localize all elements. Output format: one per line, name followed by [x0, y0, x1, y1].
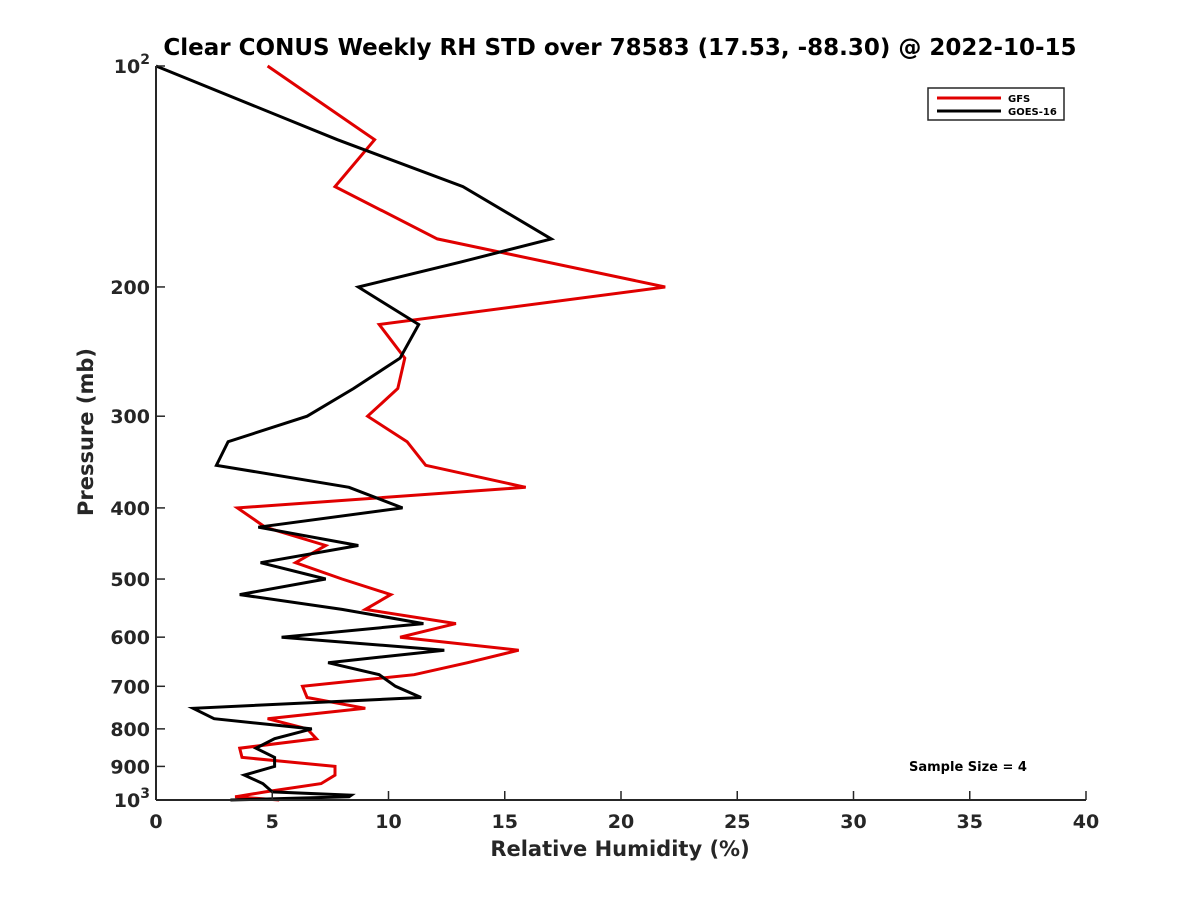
legend-box: [927, 87, 1065, 121]
y-tick-label-base: 10: [114, 56, 140, 78]
y-tick-label: 300: [110, 406, 150, 428]
y-axis-label: Pressure (mb): [74, 348, 98, 516]
x-tick-label: 40: [1073, 811, 1099, 833]
x-tick-label: 25: [724, 811, 750, 833]
x-tick-label: 10: [375, 811, 401, 833]
y-tick-label: 102: [114, 52, 150, 78]
x-tick-label: 35: [957, 811, 983, 833]
y-tick-label: 900: [110, 756, 150, 778]
series-line-gfs: [233, 64, 666, 802]
legend: GFS GOES-16: [927, 87, 1065, 121]
y-tick-label: 500: [110, 569, 150, 591]
x-tick-label: 0: [149, 811, 162, 833]
axes-layer: 0 5 10 15 20 25 30 35 40102200300400500600700800…: [110, 52, 1099, 833]
y-tick-label: 400: [110, 498, 150, 520]
y-tick-label: 200: [110, 277, 150, 299]
x-tick-label: 20: [608, 811, 634, 833]
y-tick-label: 103: [114, 786, 150, 812]
legend-label: GOES-16: [1008, 107, 1057, 118]
y-tick-label: 700: [110, 676, 150, 698]
series-line-goes-16: [155, 64, 556, 802]
x-tick-label: 5: [266, 811, 279, 833]
chart-title: Clear CONUS Weekly RH STD over 78583 (17…: [163, 35, 1076, 61]
y-tick-label-base: 10: [114, 790, 140, 812]
series-layer: [155, 64, 666, 802]
x-tick-label: 15: [492, 811, 518, 833]
x-axis-label: Relative Humidity (%): [490, 837, 749, 861]
y-tick-label: 600: [110, 627, 150, 649]
y-tick-label: 800: [110, 719, 150, 741]
y-tick-label-exponent: 3: [140, 786, 150, 802]
legend-label: GFS: [1008, 94, 1030, 105]
sample-size-note: Sample Size = 4: [909, 760, 1027, 775]
y-tick-label-exponent: 2: [140, 52, 150, 68]
x-tick-label: 30: [840, 811, 866, 833]
